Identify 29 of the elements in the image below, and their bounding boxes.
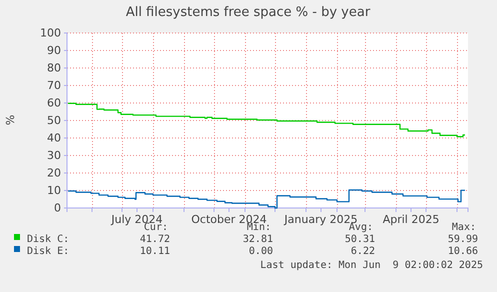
text: Max: [452,222,476,233]
text: Cur: [144,222,168,233]
y-tick-label: 20 [47,166,61,180]
y-axis-title: % [4,114,17,126]
y-tick-label: 40 [47,132,61,145]
chart-title: All filesystems free space % - by year [126,5,371,20]
text: 59.99 [448,234,478,245]
y-tick-label: 10 [47,184,61,198]
text: 10.11 [140,246,170,257]
y-tick-label: 50 [47,114,61,128]
y-tick-label: 80 [47,62,61,75]
text: 6.22 [350,246,375,257]
y-tick-label: 90 [47,44,61,58]
x-tick-label: April 2025 [382,212,440,226]
text: 50.31 [344,234,375,245]
legend-label: Disk E: [27,246,70,257]
y-tick-label: 0 [54,202,61,215]
y-tick-label: 70 [47,79,61,92]
text: 10.66 [448,246,478,257]
y-tick-label: 60 [47,96,61,110]
text: Last update: Mon Jun 9 02:00:02 2025 [260,260,483,271]
text: 41.72 [140,234,170,245]
text: 32.81 [242,234,273,245]
text: 0.00 [248,246,273,257]
text: Avg: [348,222,373,233]
y-tick-label: 30 [47,149,61,162]
text: Min: [246,222,271,233]
legend-label: Disk C: [27,234,70,245]
y-tick-label: 100 [40,26,61,40]
